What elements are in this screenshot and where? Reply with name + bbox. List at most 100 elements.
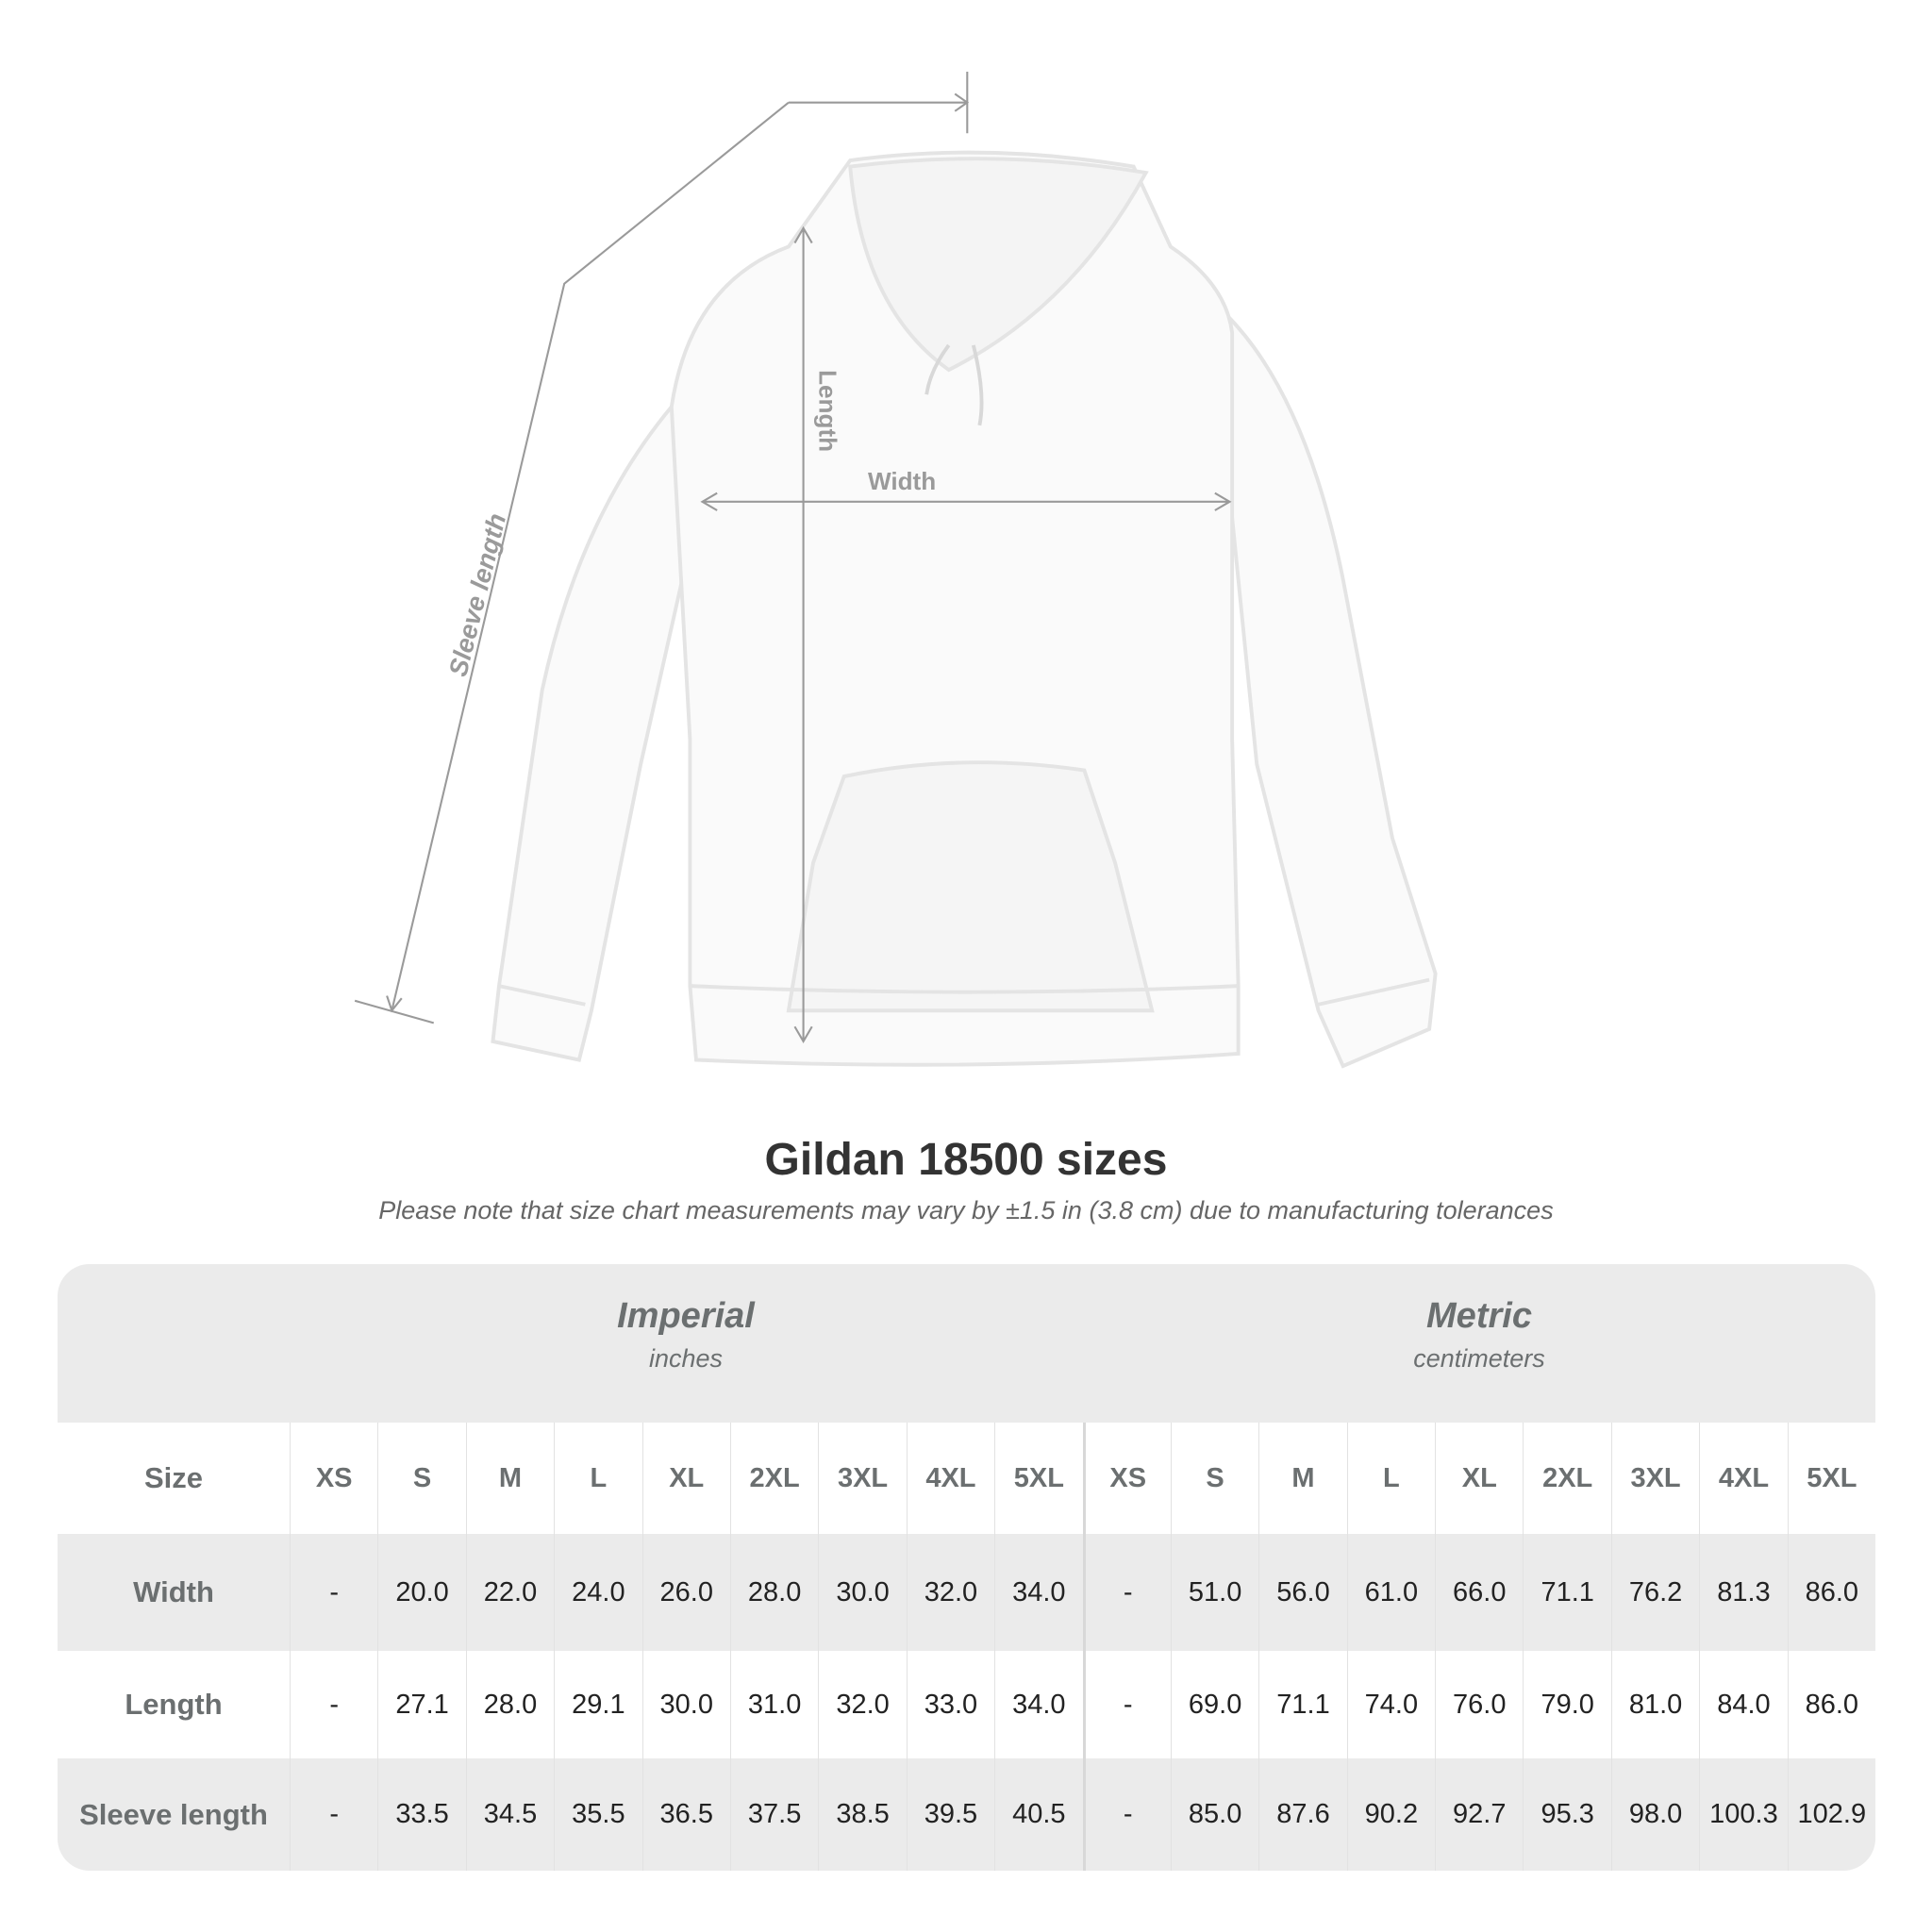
- imperial-value: -: [290, 1651, 377, 1758]
- imperial-value: 30.0: [641, 1651, 730, 1758]
- table-row: Length -27.1 28.0 29.1 30.0 31.0 32.0 33.0 34.0-…: [58, 1651, 1875, 1758]
- metric-value: 90.2: [1346, 1758, 1435, 1871]
- imperial-value: 40.5: [994, 1758, 1082, 1871]
- metric-value: 98.0: [1610, 1758, 1699, 1871]
- imperial-value: 33.0: [906, 1651, 994, 1758]
- metric-value: 86.0: [1787, 1534, 1875, 1651]
- imperial-value: 33.5: [377, 1758, 465, 1871]
- imperial-value: 30.0: [818, 1534, 906, 1651]
- metric-size-l: L: [1346, 1423, 1435, 1534]
- row-band: [58, 1758, 1875, 1871]
- metric-value: 86.0: [1787, 1651, 1875, 1758]
- table-row: Sleeve length -33.5 34.5 35.5 36.5 37.5 38.5 39…: [58, 1758, 1875, 1871]
- page-title: Gildan 18500 sizes: [764, 1135, 1168, 1185]
- imperial-size-s: S: [377, 1423, 465, 1534]
- metric-size-s: S: [1170, 1423, 1258, 1534]
- metric-header: Metric centimeters: [1083, 1264, 1875, 1423]
- imperial-value: 28.0: [729, 1534, 818, 1651]
- imperial-value: -: [290, 1534, 377, 1651]
- metric-value: 71.1: [1258, 1651, 1346, 1758]
- imperial-value: 24.0: [554, 1534, 641, 1651]
- imperial-value: 32.0: [818, 1651, 906, 1758]
- metric-value: 71.1: [1523, 1534, 1610, 1651]
- imperial-value: 20.0: [377, 1534, 465, 1651]
- sleeve-length-label: Sleeve length: [442, 510, 511, 679]
- length-label: Length: [814, 370, 842, 452]
- metric-value: -: [1082, 1651, 1171, 1758]
- metric-value: 51.0: [1170, 1534, 1258, 1651]
- measurement-lines: [354, 72, 1232, 1043]
- metric-value: 102.9: [1787, 1758, 1875, 1871]
- imperial-title: Imperial: [617, 1296, 755, 1336]
- row-label: Sleeve length: [79, 1797, 268, 1831]
- imperial-value: 34.0: [994, 1651, 1082, 1758]
- imperial-value: 22.0: [465, 1534, 554, 1651]
- imperial-value: -: [290, 1758, 377, 1871]
- imperial-value: 35.5: [554, 1758, 641, 1871]
- imperial-value: 27.1: [377, 1651, 465, 1758]
- imperial-value: 38.5: [818, 1758, 906, 1871]
- metric-value: 76.0: [1435, 1651, 1523, 1758]
- imperial-size-5xl: 5XL: [994, 1423, 1082, 1534]
- imperial-value: 32.0: [906, 1534, 994, 1651]
- metric-value: 85.0: [1170, 1758, 1258, 1871]
- metric-size-5xl: 5XL: [1787, 1423, 1875, 1534]
- metric-value: 84.0: [1699, 1651, 1787, 1758]
- row-label: Length: [125, 1688, 223, 1721]
- metric-value: 74.0: [1346, 1651, 1435, 1758]
- hoodie-image: [491, 150, 1438, 1069]
- width-arrow: [700, 491, 1232, 511]
- imperial-value: 28.0: [465, 1651, 554, 1758]
- imperial-value: 31.0: [729, 1651, 818, 1758]
- size-header-label: Size: [143, 1461, 204, 1494]
- imperial-value: 34.5: [465, 1758, 554, 1871]
- imperial-value: 26.0: [641, 1534, 730, 1651]
- metric-value: 87.6: [1258, 1758, 1346, 1871]
- metric-value: 92.7: [1435, 1758, 1523, 1871]
- metric-unit: centimeters: [1413, 1344, 1545, 1373]
- metric-value: 81.0: [1610, 1651, 1699, 1758]
- imperial-size-l: L: [554, 1423, 641, 1534]
- metric-value: 81.3: [1699, 1534, 1787, 1651]
- imperial-header: Imperial inches: [290, 1264, 1082, 1423]
- metric-value: 76.2: [1610, 1534, 1699, 1651]
- metric-value: 79.0: [1523, 1651, 1610, 1758]
- metric-size-xl: XL: [1435, 1423, 1523, 1534]
- table-row: Width -20.0 22.0 24.0 26.0 28.0 30.0 32.0 34.0-5…: [58, 1534, 1875, 1651]
- row-band: [58, 1534, 1875, 1651]
- metric-value: -: [1082, 1534, 1171, 1651]
- width-label: Width: [868, 467, 936, 495]
- size-table: Imperial inches Metric centimeters Size X…: [58, 1264, 1875, 1871]
- metric-value: 61.0: [1346, 1534, 1435, 1651]
- imperial-value: 29.1: [554, 1651, 641, 1758]
- sleeve-arrowheads: [386, 92, 970, 1013]
- imperial-value: 39.5: [906, 1758, 994, 1871]
- size-row: Size XS S M L XL 2XL 3XL 4XL 5XL XS S M L XL 2XL 3XL 4XL 5…: [58, 1423, 1875, 1534]
- imperial-unit: inches: [648, 1344, 724, 1373]
- metric-value: 95.3: [1523, 1758, 1610, 1871]
- metric-value: 66.0: [1435, 1534, 1523, 1651]
- hoodie-illustration: Sleeve length Length Width: [354, 72, 1438, 1069]
- metric-value: 69.0: [1170, 1651, 1258, 1758]
- metric-size-4xl: 4XL: [1699, 1423, 1787, 1534]
- length-arrow: [793, 225, 813, 1043]
- imperial-value: 36.5: [641, 1758, 730, 1871]
- imperial-size-3xl: 3XL: [818, 1423, 906, 1534]
- imperial-value: 34.0: [994, 1534, 1082, 1651]
- imperial-size-4xl: 4XL: [906, 1423, 994, 1534]
- imperial-size-xl: XL: [641, 1423, 730, 1534]
- imperial-size-xs: XS: [290, 1423, 377, 1534]
- tolerance-note: Please note that size chart measurements…: [378, 1196, 1554, 1224]
- imperial-value: 37.5: [729, 1758, 818, 1871]
- metric-size-3xl: 3XL: [1610, 1423, 1699, 1534]
- imperial-size-2xl: 2XL: [729, 1423, 818, 1534]
- row-label: Width: [133, 1575, 214, 1608]
- metric-size-xs: XS: [1082, 1423, 1171, 1534]
- header-band: [58, 1264, 1875, 1423]
- imperial-size-m: M: [465, 1423, 554, 1534]
- metric-size-m: M: [1258, 1423, 1346, 1534]
- metric-size-2xl: 2XL: [1523, 1423, 1610, 1534]
- metric-value: -: [1082, 1758, 1171, 1871]
- metric-title: Metric: [1426, 1296, 1532, 1336]
- metric-value: 56.0: [1258, 1534, 1346, 1651]
